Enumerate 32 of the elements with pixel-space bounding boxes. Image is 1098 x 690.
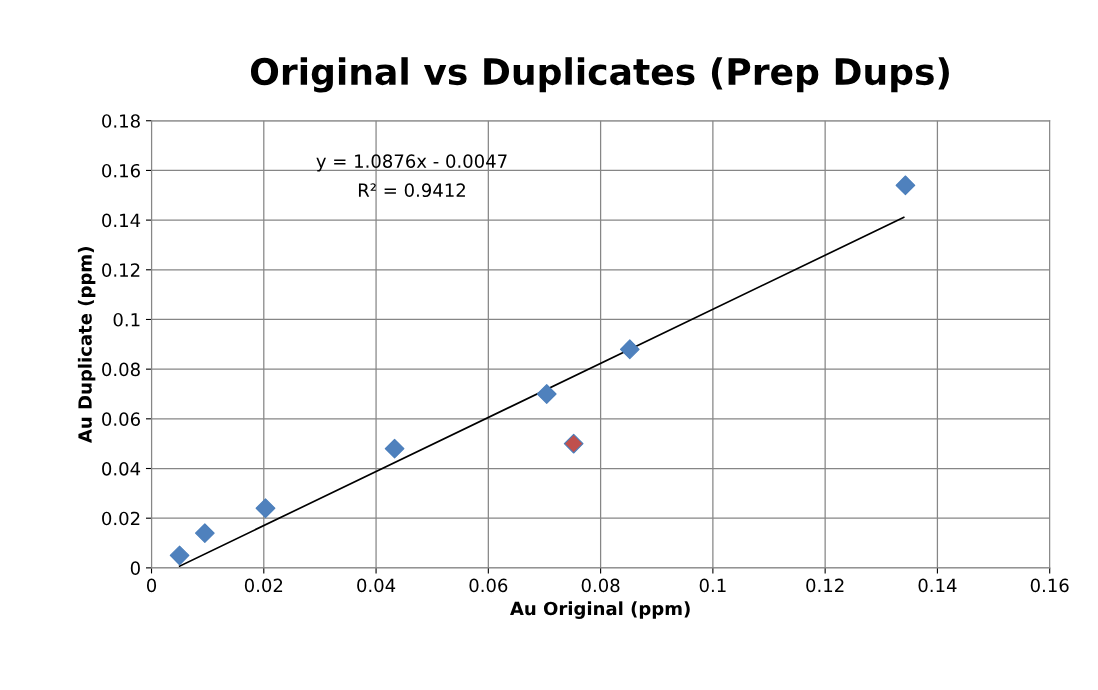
y-axis-title: Au Duplicate (ppm) [77,247,96,443]
y-tick-label: 0.12 [102,263,140,277]
point [619,339,640,360]
point [169,545,190,566]
y-tick-label: 0.08 [102,362,140,377]
chart-title: Original vs Duplicates (Prep Dups) [250,57,949,93]
point [384,438,405,459]
y-tick-label: 0.14 [102,213,141,228]
y-tick-label: 0.04 [102,461,141,476]
x-tick-label: 0.08 [581,578,620,593]
y-tick-label: 0.18 [102,114,140,128]
y-tick-label: 0.06 [102,412,140,426]
x-axis-title: Au Original (ppm) [510,601,690,619]
point [194,523,215,543]
x-tick-label: 0.1 [699,578,726,593]
point [895,175,916,196]
annotation: R² = 0.9412 [358,183,465,198]
y-tick-label: 0 [130,561,140,575]
x-tick-label: 0.06 [469,578,508,593]
point [563,433,584,454]
x-tick-label: 0.16 [1030,578,1069,593]
annotation: y = 1.0876x - 0.0047 [316,154,507,172]
point [255,498,276,519]
x-tick-label: 0.04 [357,578,396,593]
y-tick-label: 0.16 [102,163,140,178]
point [536,384,557,404]
y-tick-label: 0.02 [102,511,140,526]
x-tick-label: 0.14 [918,578,957,593]
x-tick-label: 0 [146,578,157,593]
y-tick-label: 0.1 [113,312,140,327]
x-tick-label: 0.02 [244,578,283,593]
x-tick-label: 0.12 [806,578,844,593]
